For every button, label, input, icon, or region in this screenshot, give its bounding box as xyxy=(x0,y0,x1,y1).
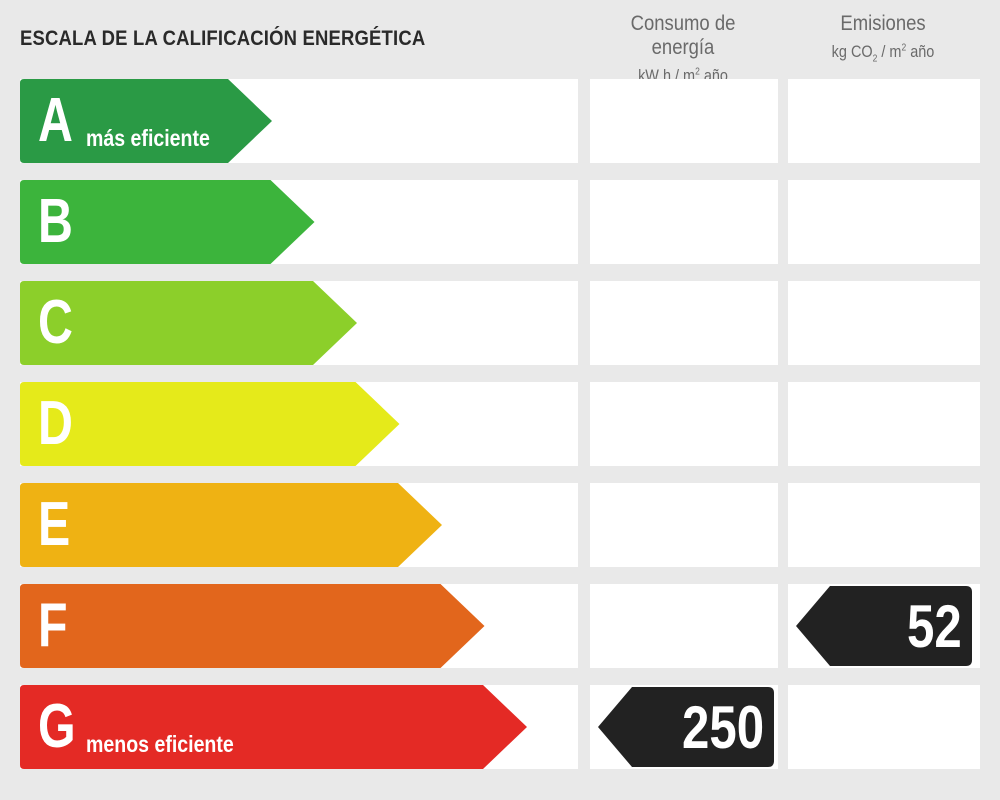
rating-arrow-d: D xyxy=(20,382,402,466)
emissions-cell xyxy=(788,685,980,769)
rating-bar-cell: B xyxy=(20,180,578,264)
rating-label: menos eficiente xyxy=(86,731,234,757)
rating-letter: E xyxy=(38,490,71,559)
energy-cell xyxy=(590,584,778,668)
rating-arrow-f: F xyxy=(20,584,487,668)
rating-label: más eficiente xyxy=(86,125,210,151)
emissions-cell xyxy=(788,180,980,264)
rating-row-f: F 52 xyxy=(20,584,980,668)
rating-row-b: B xyxy=(20,180,980,264)
energy-column-title: Consumo de energía xyxy=(630,12,736,59)
rating-letter: G xyxy=(38,692,76,761)
rating-letter: C xyxy=(38,288,73,357)
energy-cell xyxy=(590,483,778,567)
energy-cell xyxy=(590,281,778,365)
rating-letter: A xyxy=(38,86,73,155)
emissions-column-unit: kg CO2 / m2 año xyxy=(831,42,935,65)
emissions-cell xyxy=(788,281,980,365)
emissions-column-header: Emisiones kg CO2 / m2 año xyxy=(786,12,980,64)
rating-arrow-b: B xyxy=(20,180,317,264)
emissions-cell xyxy=(788,79,980,163)
emissions-cell xyxy=(788,483,980,567)
rating-arrow-e: E xyxy=(20,483,444,567)
rating-row-e: E xyxy=(20,483,980,567)
rating-arrow-c: C xyxy=(20,281,359,365)
rating-bar-cell: D xyxy=(20,382,578,466)
rating-row-c: C xyxy=(20,281,980,365)
page-title: ESCALA DE LA CALIFICACIÓN ENERGÉTICA xyxy=(20,27,426,50)
rating-bar-cell: F xyxy=(20,584,578,668)
rating-row-d: D xyxy=(20,382,980,466)
energy-cell: 250 xyxy=(590,685,778,769)
energy-cell xyxy=(590,180,778,264)
rating-letter: B xyxy=(38,187,73,256)
energy-cell xyxy=(590,382,778,466)
emissions-column-title: Emisiones xyxy=(840,12,926,35)
energy-value: 250 xyxy=(681,694,764,761)
rating-letter: F xyxy=(38,591,68,660)
emissions-value-badge: 52 xyxy=(796,586,972,666)
energy-column-header: Consumo de energía kW h / m2 año xyxy=(588,12,778,86)
rating-bar-cell: C xyxy=(20,281,578,365)
emissions-value: 52 xyxy=(907,593,962,660)
energy-value-badge: 250 xyxy=(598,687,774,767)
emissions-cell: 52 xyxy=(788,584,980,668)
emissions-cell xyxy=(788,382,980,466)
rating-bar-cell: E xyxy=(20,483,578,567)
rating-letter: D xyxy=(38,389,73,458)
energy-cell xyxy=(590,79,778,163)
